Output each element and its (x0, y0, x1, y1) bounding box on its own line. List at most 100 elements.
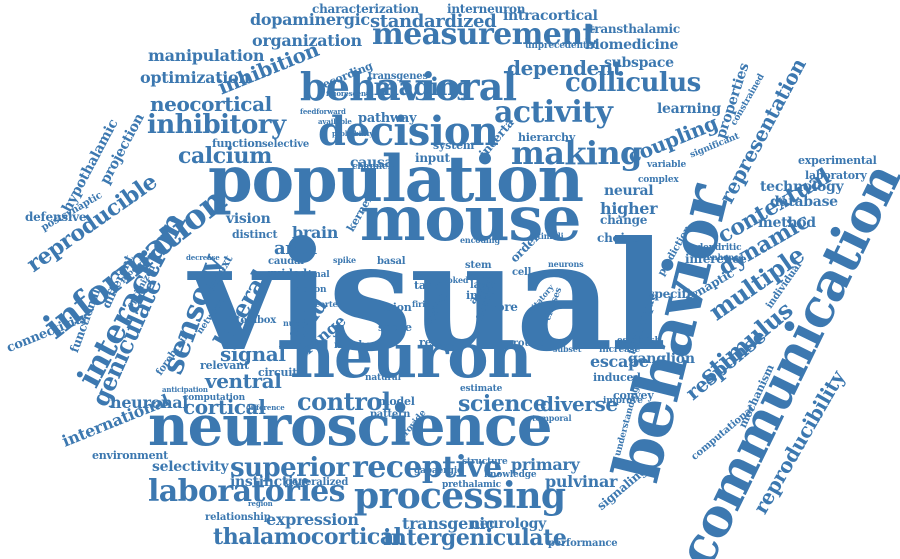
cloud-word-thalamocortical: thalamocortical (213, 524, 402, 550)
cloud-word-result: result (419, 336, 454, 349)
cloud-word-behavioral: behavioral (300, 64, 517, 109)
cloud-word-cortical: cortical (183, 395, 266, 419)
cloud-word-function: function (212, 137, 263, 150)
cloud-word-biomedicine: biomedicine (585, 37, 679, 53)
cloud-word-diverse: diverse (540, 392, 618, 416)
cloud-word-difference: difference (246, 403, 285, 412)
cloud-word-region: region (248, 499, 273, 508)
cloud-word-performance: performance (548, 538, 618, 549)
cloud-word-science: science (458, 391, 547, 417)
cloud-word-circuit: circuit (258, 366, 298, 379)
cloud-word-evoked: evoked (438, 275, 469, 285)
cloud-word-stimuli: stimuli (533, 231, 564, 241)
cloud-word-prethalamic: prethalamic (442, 480, 501, 490)
cloud-word-receptive: receptive (352, 450, 502, 485)
cloud-word-unprecedented: unprecedented (525, 41, 599, 51)
cloud-word-task: task (414, 279, 440, 292)
cloud-word-measurement: measurement (372, 17, 596, 52)
cloud-word-ventral: ventral (205, 369, 282, 393)
cloud-word-ganglion: ganglion (628, 351, 695, 367)
cloud-word-decrease: decrease (186, 253, 220, 262)
cloud-word-hierarchy: hierarchy (518, 131, 576, 144)
cloud-word-standardized: standardized (370, 11, 497, 32)
cloud-word-interneuron: interneuron (447, 2, 526, 16)
cloud-word-primary: primary (511, 455, 580, 474)
cloud-word-manipulation: manipulation (148, 46, 265, 65)
cloud-word-action: action (296, 285, 327, 295)
cloud-word-neurons: neurons (548, 259, 584, 269)
cloud-word-instinctive: instinctive (230, 474, 310, 490)
cloud-word-stem: stem (465, 260, 492, 271)
cloud-word-choice: choice (597, 231, 640, 245)
cloud-word-pulvinar: pulvinar (545, 472, 618, 491)
cloud-word-imaging: imaging (365, 72, 472, 101)
cloud-word-enhance: enhance (707, 252, 744, 262)
cloud-word-inference: inference (685, 252, 747, 266)
cloud-word-neuron: neuron (290, 319, 533, 392)
cloud-word-toolbox: toolbox (236, 315, 276, 326)
cloud-word-calcium: calcium (178, 143, 272, 169)
cloud-word-dopaminergic: dopaminergic (250, 10, 370, 29)
cloud-word-vision: vision (226, 211, 271, 227)
cloud-word-visual: visual (190, 209, 667, 385)
cloud-word-caudal: caudal (268, 256, 304, 267)
cloud-word-relationship: relationship (205, 512, 271, 523)
cloud-word-temporal: temporal (532, 413, 572, 423)
cloud-word-probability: probability (332, 129, 374, 138)
cloud-word-relevant: relevant (200, 359, 249, 372)
cloud-word-natural: natural (365, 373, 401, 383)
cloud-word-transgenes: transgenes (368, 71, 428, 82)
cloud-word-technology: technology (760, 179, 844, 195)
cloud-word-gabaergic: gabaergic (414, 466, 463, 476)
cloud-word-encoding: encoding (460, 235, 500, 245)
cloud-word-animal: animal (296, 270, 330, 280)
cloud-word-subspace: subspace (604, 55, 674, 71)
cloud-word-channel: channel (352, 162, 391, 172)
cloud-word-area: area (274, 238, 317, 259)
cloud-word-mouse: mouse (360, 182, 581, 255)
cloud-word-more: more (484, 300, 518, 314)
cloud-word-inter: inter (466, 289, 495, 302)
cloud-word-superior: superior (230, 453, 349, 483)
cloud-word-spike: spike (333, 255, 356, 265)
cloud-word-subset: subset (553, 344, 582, 354)
cloud-word-higher: higher (600, 199, 658, 218)
cloud-word-improve: improve (603, 396, 643, 406)
cloud-word-pattern: pattern (370, 409, 411, 420)
cloud-word-basal: basal (377, 256, 406, 267)
cloud-word-dependent: dependent (507, 56, 622, 80)
cloud-word-coupling: coupling (624, 110, 721, 169)
cloud-word-cortex: cortex (315, 299, 343, 309)
cloud-word-inhibitory: inhibitory (147, 110, 286, 140)
cloud-word-causal: causal (350, 155, 399, 171)
cloud-word-layer: layer (470, 280, 497, 291)
cloud-word-increase: increase (599, 345, 641, 355)
cloud-word-zona: zona (468, 270, 494, 281)
cloud-word-guided: guided (266, 267, 307, 280)
cloud-word-defensive: defensive (25, 210, 87, 224)
cloud-word-input: input (415, 151, 450, 165)
cloud-word-knowledge: knowledge (484, 470, 537, 480)
cloud-word-decision: decision (318, 108, 499, 155)
cloud-word-making: making (511, 134, 642, 172)
cloud-word-activity: activity (494, 95, 613, 130)
cloud-word-specific: specific (648, 287, 698, 301)
cloud-word-ground: ground (506, 338, 546, 349)
cloud-word-signal: signal (220, 342, 286, 366)
cloud-word-expression: expression (266, 510, 359, 529)
cloud-word-transgenic: transgenic (402, 514, 495, 533)
cloud-word-model: model (378, 395, 415, 408)
cloud-word-method: method (758, 215, 816, 231)
cloud-word-change: change (600, 213, 648, 227)
cloud-word-available: available (318, 117, 352, 126)
cloud-word-cell: cell (512, 267, 532, 278)
cloud-word-dendritic: dendritic (697, 243, 742, 253)
cloud-word-establish: establish (617, 336, 661, 346)
cloud-word-number: number (334, 340, 377, 351)
cloud-word-processing: processing (354, 475, 566, 517)
cloud-word-neuronal: neuronal (110, 393, 189, 412)
cloud-word-control: control (297, 387, 391, 416)
cloud-word-neurology: neurology (470, 516, 547, 532)
cloud-word-neocortical: neocortical (150, 92, 272, 116)
cloud-word-laboratories: laboratories (148, 474, 346, 509)
